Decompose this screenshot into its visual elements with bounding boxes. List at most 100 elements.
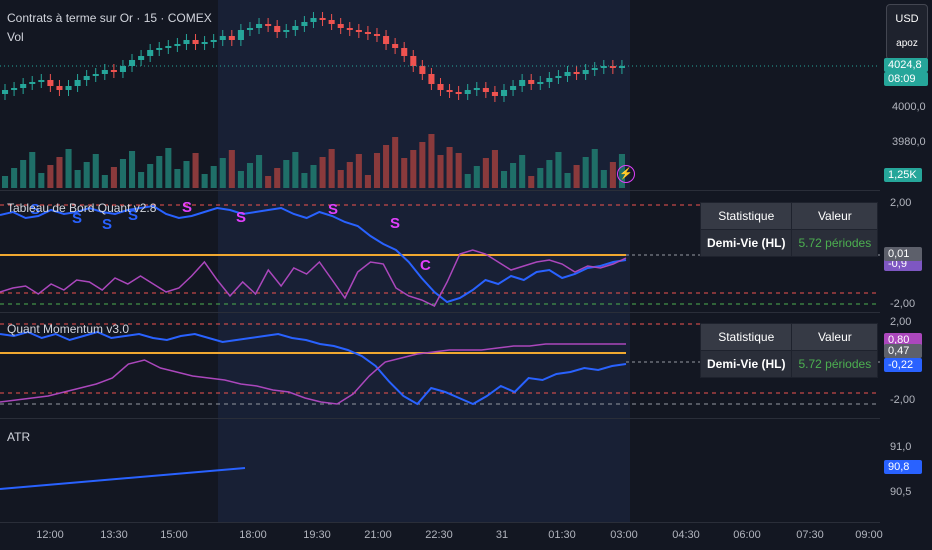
symbol-title[interactable]: Contrats à terme sur Or · 15 · COMEX: [7, 11, 212, 25]
atr-value-tag: 90,8: [884, 460, 922, 474]
candle-body: [410, 56, 417, 66]
time-label: 15:00: [160, 529, 188, 541]
volume-bar: [537, 168, 544, 188]
volume-bar: [29, 152, 36, 188]
candle-body: [156, 48, 163, 50]
candle-body: [337, 24, 344, 28]
volume-bar: [11, 168, 18, 188]
currency-sub-label: apoz: [896, 38, 918, 49]
price-axis-label: 3980,0: [892, 136, 926, 148]
volume-bar: [346, 162, 353, 188]
volume-bar: [364, 175, 371, 188]
pane-separator[interactable]: [0, 418, 880, 419]
indicator-title-atr[interactable]: ATR: [7, 430, 31, 444]
candle-body: [383, 36, 390, 44]
time-label: 09:00: [855, 529, 883, 541]
candle-body: [464, 90, 471, 94]
volume-bar: [38, 173, 45, 188]
volume-bar: [65, 149, 72, 188]
candle-body: [38, 80, 45, 82]
candle-body: [301, 22, 308, 26]
chart-canvas[interactable]: SS SS SS SSC: [0, 0, 880, 522]
volume-bar: [301, 173, 308, 188]
volume-bar: [101, 175, 108, 188]
time-label: 19:30: [303, 529, 331, 541]
indicator-title-quant-momentum[interactable]: Quant Momentum v3.0: [7, 322, 130, 336]
signal-marker: S: [182, 199, 192, 216]
volume-bar: [455, 153, 462, 188]
indicator-title-quant-dashboard[interactable]: Tableau de Bord Quant v2.8: [7, 201, 157, 215]
signal-marker: S: [72, 210, 82, 227]
volume-bar: [500, 171, 508, 188]
candle-body: [83, 76, 90, 80]
volume-bar: [83, 162, 90, 188]
candle-body: [2, 90, 9, 94]
volume-bar: [410, 150, 417, 188]
candle-body: [192, 40, 199, 44]
panel2-value-tag-3: -0,22: [884, 358, 922, 372]
volume-bar: [428, 134, 435, 188]
pane-separator[interactable]: [0, 190, 880, 191]
volume-bar: [419, 142, 426, 188]
candle-body: [609, 66, 616, 68]
volume-bar: [510, 163, 517, 188]
volume-bar: [600, 170, 607, 188]
time-label: 01:30: [548, 529, 576, 541]
volume-bar: [256, 155, 263, 188]
candle-body: [564, 72, 571, 76]
candle-body: [110, 70, 117, 72]
time-label: 07:30: [796, 529, 824, 541]
volume-bar: [355, 154, 362, 188]
zscore-line: [0, 330, 627, 406]
volume-bar: [2, 176, 9, 188]
volume-bar: [219, 158, 226, 188]
volume-bar: [192, 153, 199, 188]
lightning-icon[interactable]: ⚡: [617, 165, 635, 183]
volume-bar: [319, 157, 326, 188]
currency-selector[interactable]: USD apoz: [886, 4, 928, 60]
candle-body: [165, 46, 172, 48]
stats-table-2: Statistique Valeur Demi-Vie (HL) 5.72 pé…: [699, 323, 879, 378]
panel2-value-tag-2: 0,47: [884, 344, 922, 358]
volume-bar: [482, 158, 489, 188]
candle-body: [455, 92, 462, 94]
stats-header-statistique: Statistique: [699, 323, 793, 351]
last-price-tag: 4024,8: [884, 58, 928, 72]
pane-separator[interactable]: [0, 312, 880, 313]
price-axis-label: 4000,0: [892, 101, 926, 113]
time-label: 18:00: [239, 529, 267, 541]
signal-marker: S: [328, 201, 338, 218]
volume-bar: [119, 159, 127, 188]
volume-bar: [337, 170, 344, 188]
zscore-line: [0, 204, 627, 304]
candle-body: [256, 24, 263, 28]
candle-body: [546, 78, 553, 82]
candle-body: [582, 70, 589, 74]
momentum-line: [0, 249, 627, 307]
panel1-axis-bottom: -2,00: [890, 298, 916, 310]
volume-bar: [129, 151, 136, 188]
candle-body: [473, 88, 480, 90]
signal-marker: S: [236, 209, 246, 226]
signal-marker: S: [390, 215, 400, 232]
atr-line: [0, 467, 246, 490]
volume-bar: [528, 176, 535, 188]
volume-bar: [473, 166, 480, 188]
volume-bar: [437, 155, 444, 188]
volume-bar: [546, 160, 553, 188]
candle-body: [183, 40, 190, 44]
volume-bar: [138, 172, 145, 188]
candle-body: [510, 86, 517, 90]
volume-bar: [165, 148, 172, 188]
volume-bar: [519, 155, 526, 188]
candle-body: [56, 86, 63, 90]
volume-bar: [110, 167, 117, 188]
volume-legend[interactable]: Vol: [7, 30, 24, 44]
time-axis[interactable]: 12:00 13:30 15:00 18:00 19:30 21:00 22:3…: [0, 523, 883, 550]
stats-header-valeur: Valeur: [791, 323, 879, 351]
signal-marker: S: [128, 207, 138, 224]
pane-separator[interactable]: [0, 522, 880, 523]
panel2-axis-bottom: -2,00: [890, 394, 916, 406]
panel2-axis-top: 2,00: [890, 316, 912, 328]
stats-table-1: Statistique Valeur Demi-Vie (HL) 5.72 pé…: [699, 202, 879, 257]
